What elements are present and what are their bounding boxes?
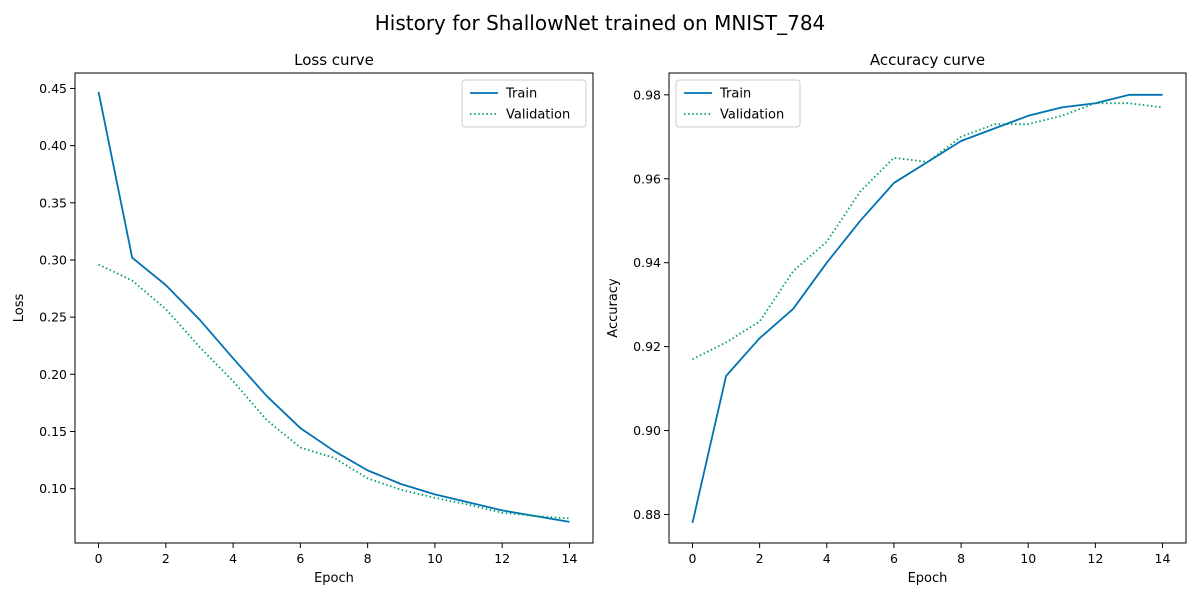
x-tick-label: 8 xyxy=(364,551,372,566)
y-axis-label: Loss xyxy=(12,294,27,323)
x-axis-label: Epoch xyxy=(314,571,354,586)
accuracy-subplot: Accuracy curve 0 2 4 6 8 10 12 14 0.88 0.90 0.92 0.9… xyxy=(606,51,1187,586)
y-tick-label: 0.20 xyxy=(39,367,67,382)
x-tick-label: 2 xyxy=(756,551,764,566)
legend-label-validation: Validation xyxy=(720,108,784,123)
y-tick-label: 0.98 xyxy=(633,87,661,102)
y-tick-label: 0.94 xyxy=(633,255,661,270)
y-tick-label: 0.15 xyxy=(39,424,67,439)
legend-label-train: Train xyxy=(719,87,751,102)
y-tick-label: 0.30 xyxy=(39,252,67,267)
x-tick-label: 6 xyxy=(890,551,898,566)
loss-subplot: Loss curve 0 2 4 6 8 10 12 14 0.10 0.15 0.20 0.25 0.3… xyxy=(12,51,594,586)
y-tick-label: 0.96 xyxy=(633,171,661,186)
series-line-validation xyxy=(692,102,1163,361)
y-tick-label: 0.92 xyxy=(633,339,661,354)
series-line-validation xyxy=(98,263,570,520)
axes-frame xyxy=(668,72,1187,544)
legend: Train Validation xyxy=(675,79,801,128)
x-tick-label: 14 xyxy=(1155,551,1171,566)
legend-box xyxy=(461,79,587,128)
y-tick-label: 0.25 xyxy=(39,310,67,325)
x-tick-label: 12 xyxy=(1087,551,1103,566)
axes-frame xyxy=(74,72,594,544)
subplot-title: Loss curve xyxy=(294,51,374,69)
x-tick-label: 4 xyxy=(229,551,237,566)
x-tick-label: 12 xyxy=(494,551,510,566)
y-tick-label: 0.10 xyxy=(39,481,67,496)
figure-title: History for ShallowNet trained on MNIST_… xyxy=(375,11,826,35)
x-tick-label: 0 xyxy=(689,551,697,566)
legend-label-train: Train xyxy=(505,87,537,102)
legend-box xyxy=(675,79,801,128)
y-tick-label: 0.35 xyxy=(39,195,67,210)
legend-label-validation: Validation xyxy=(506,108,570,123)
x-tick-label: 6 xyxy=(296,551,304,566)
legend: Train Validation xyxy=(461,79,587,128)
y-tick-label: 0.90 xyxy=(633,423,661,438)
x-tick-label: 0 xyxy=(95,551,103,566)
x-tick-label: 10 xyxy=(1020,551,1036,566)
x-tick-label: 4 xyxy=(823,551,831,566)
subplot-title: Accuracy curve xyxy=(870,51,985,69)
y-axis-label: Accuracy xyxy=(606,278,621,338)
x-tick-label: 2 xyxy=(162,551,170,566)
x-axis-label: Epoch xyxy=(908,571,948,586)
x-tick-label: 14 xyxy=(562,551,578,566)
y-tick-label: 0.40 xyxy=(39,138,67,153)
y-tick-label: 0.88 xyxy=(633,507,661,522)
y-tick-label: 0.45 xyxy=(39,81,67,96)
x-tick-label: 10 xyxy=(427,551,443,566)
x-tick-label: 8 xyxy=(957,551,965,566)
series-line-train xyxy=(97,91,570,523)
